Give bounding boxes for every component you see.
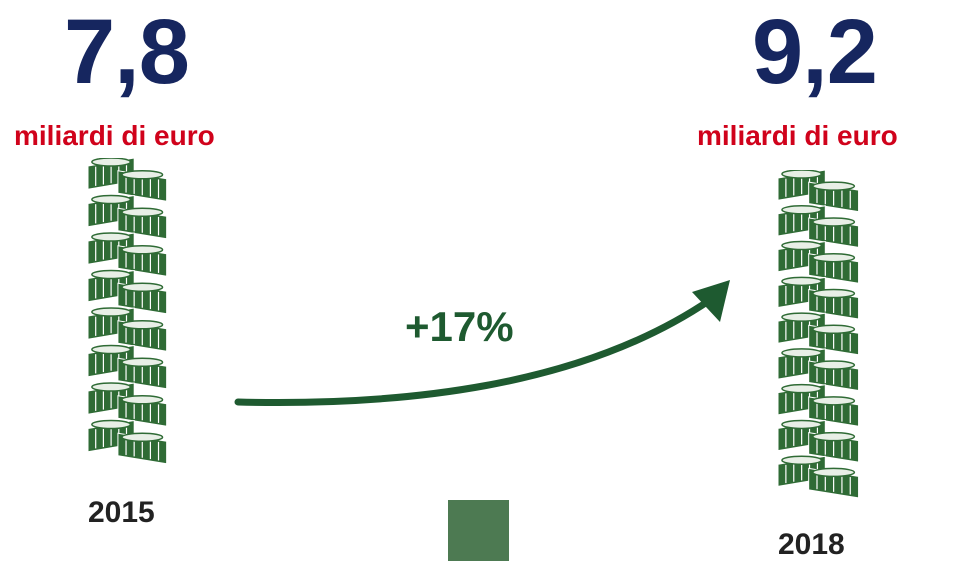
money-bundle: [117, 282, 168, 315]
curved-arrow-icon: [230, 270, 740, 420]
unit-2015: miliardi di euro: [14, 120, 215, 151]
value-2015: 7,8: [64, 1, 190, 103]
year-2015: 2015: [88, 496, 155, 529]
money-bundle: [117, 432, 168, 465]
money-stack-2018-icon: [776, 170, 862, 504]
money-bundle: [87, 194, 135, 228]
money-bundle: [808, 288, 860, 320]
legend-swatch: [448, 500, 509, 561]
money-bundle: [117, 170, 168, 202]
money-bundle: [117, 357, 168, 390]
value-2018: 9,2: [752, 1, 878, 103]
money-bundle: [808, 467, 860, 499]
money-bundle: [808, 181, 860, 213]
percent-change: +17%: [405, 303, 514, 350]
year-2018: 2018: [778, 528, 845, 561]
money-bundle: [117, 320, 168, 352]
money-bundle: [117, 207, 168, 240]
money-bundle: [808, 324, 860, 356]
money-bundle: [808, 360, 860, 392]
unit-2018: miliardi di euro: [697, 120, 898, 151]
money-bundle: [808, 217, 860, 248]
money-bundle: [808, 396, 860, 427]
money-bundle: [808, 431, 860, 463]
money-bundle: [117, 245, 168, 277]
money-bundle: [117, 395, 168, 427]
money-stack-2015-icon: [86, 158, 170, 468]
money-bundle: [777, 348, 826, 380]
money-bundle: [808, 252, 860, 284]
